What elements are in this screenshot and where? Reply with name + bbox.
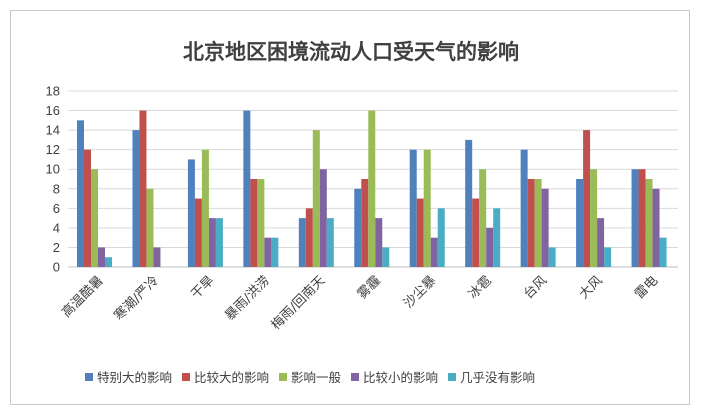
y-tick-label: 10: [46, 162, 60, 177]
bar: [430, 237, 438, 267]
y-tick-label: 6: [53, 201, 60, 216]
bar: [243, 110, 251, 267]
bar: [361, 179, 369, 267]
bar: [312, 130, 320, 267]
bar: [548, 247, 556, 267]
legend-swatch: [85, 373, 93, 381]
bar: [271, 237, 279, 267]
legend-label: 几乎没有影响: [460, 370, 535, 385]
bar: [201, 149, 209, 267]
bar: [520, 149, 528, 267]
x-tick-label: 沙尘暴: [401, 273, 439, 311]
y-tick-label: 18: [46, 84, 60, 99]
bar: [604, 247, 612, 267]
bar: [590, 169, 598, 267]
bar: [326, 218, 334, 267]
legend: 特别大的影响 比较大的影响 影响一般 比较小的影响 几乎没有影响: [85, 370, 535, 385]
y-tick-label: 2: [53, 240, 60, 255]
bar: [146, 188, 154, 267]
bar: [257, 179, 265, 267]
bar-chart: 北京地区困境流动人口受天气的影响 0 2 4 6 8 10 12 14 16 18 高温酷暑 寒潮/…: [46, 39, 678, 385]
bar: [77, 120, 84, 267]
x-tick-label: 寒潮/严冷: [111, 273, 162, 324]
bar: [423, 149, 431, 267]
bar: [319, 169, 327, 267]
bar: [437, 208, 445, 267]
bar: [187, 159, 195, 267]
bar: [409, 149, 417, 267]
x-tick-label: 大风: [577, 273, 606, 302]
bar: [631, 169, 639, 267]
bar: [105, 257, 112, 267]
x-tick-label: 梅雨/回南天: [268, 273, 328, 333]
bar: [486, 227, 494, 267]
bar: [472, 198, 480, 267]
bar: [583, 130, 591, 267]
bar: [194, 198, 202, 267]
legend-swatch: [351, 373, 359, 381]
y-axis: 0 2 4 6 8 10 12 14 16 18: [46, 84, 678, 275]
bar: [527, 179, 535, 267]
bar: [208, 218, 216, 267]
bar: [298, 218, 306, 267]
legend-swatch: [182, 373, 190, 381]
bar: [638, 169, 646, 267]
bar: [84, 149, 91, 267]
bar: [132, 130, 140, 267]
bars: [77, 110, 667, 267]
bar: [534, 179, 542, 267]
bar: [215, 218, 223, 267]
x-tick-label: 冰雹: [466, 273, 495, 302]
bar: [98, 247, 105, 267]
legend-swatch: [448, 373, 456, 381]
y-tick-label: 4: [53, 220, 60, 235]
bar: [250, 179, 258, 267]
bar: [465, 139, 473, 267]
bar: [305, 208, 313, 267]
legend-label: 影响一般: [291, 370, 342, 385]
x-tick-label: 台风: [521, 273, 550, 302]
y-tick-label: 0: [53, 260, 60, 275]
y-tick-label: 14: [46, 123, 60, 138]
chart-title: 北京地区困境流动人口受天气的影响: [183, 39, 519, 64]
bar: [541, 188, 549, 267]
x-tick-label: 雾霾: [355, 273, 384, 302]
x-tick-label: 干旱: [188, 273, 217, 302]
legend-label: 比较小的影响: [363, 370, 438, 385]
y-tick-label: 8: [53, 181, 60, 196]
bar: [493, 208, 501, 267]
bar: [576, 179, 584, 267]
bar: [416, 198, 424, 267]
bar: [153, 247, 161, 267]
legend-label: 特别大的影响: [97, 370, 172, 385]
chart-frame: 北京地区困境流动人口受天气的影响 0 2 4 6 8 10 12 14 16 18 高温酷暑 寒潮/…: [10, 10, 690, 405]
bar: [139, 110, 147, 267]
y-tick-label: 12: [46, 142, 60, 157]
bar: [479, 169, 487, 267]
bar: [382, 247, 390, 267]
bar: [264, 237, 272, 267]
bar: [375, 218, 383, 267]
bar: [659, 237, 667, 267]
bar: [645, 179, 653, 267]
bar: [597, 218, 605, 267]
y-tick-label: 16: [46, 103, 60, 118]
legend-label: 比较大的影响: [194, 370, 269, 385]
x-tick-label: 雷电: [632, 273, 661, 302]
bar: [91, 169, 98, 267]
bar: [354, 188, 362, 267]
x-tick-label: 高温酷暑: [58, 273, 106, 321]
bar: [652, 188, 660, 267]
legend-swatch: [279, 373, 287, 381]
bar: [368, 110, 376, 267]
x-tick-label: 暴雨/洪涝: [222, 273, 273, 324]
